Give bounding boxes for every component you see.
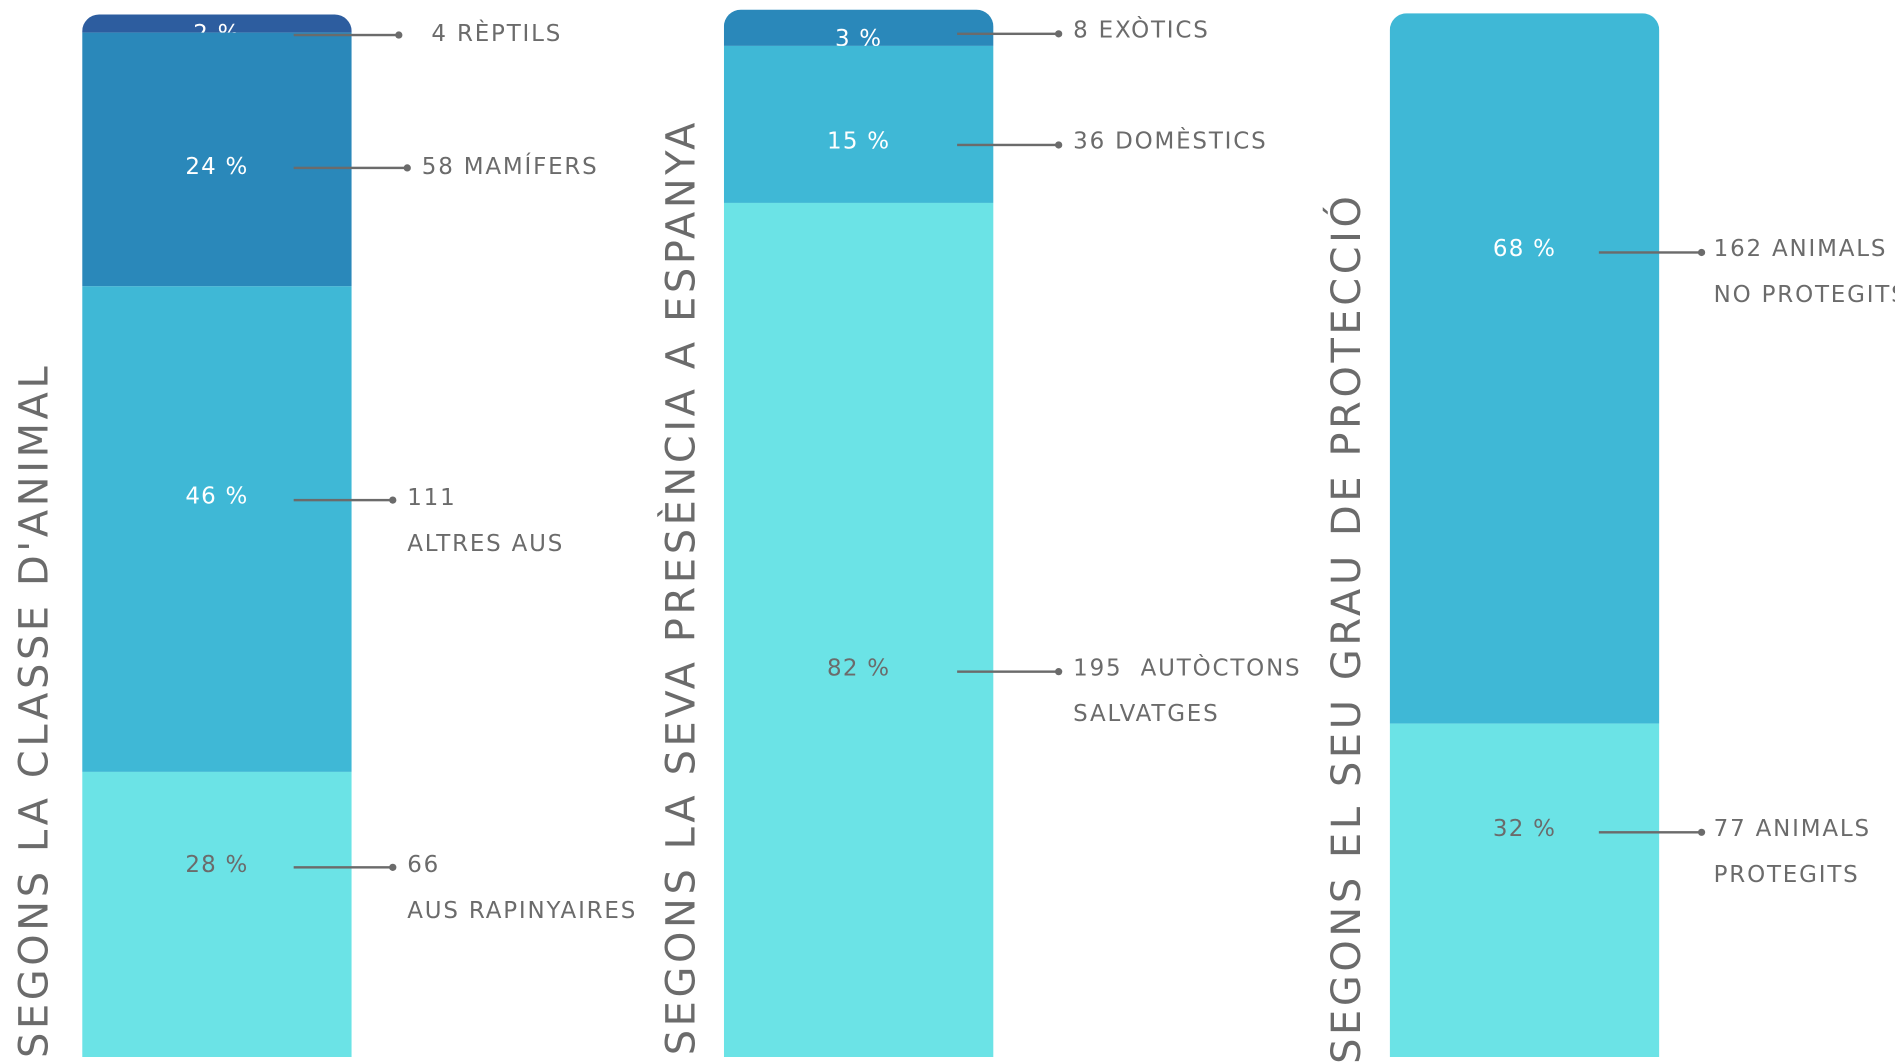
- chart-2-count-label: 195 AUTÒCTONS SALVATGES: [1073, 654, 1302, 728]
- chart-2-title: SEGONS LA SEVA PRESÈNCIA A ESPANYA: [656, 118, 704, 1056]
- chart-1-leader-line: [293, 33, 399, 36]
- chart-3-count-label: 162 ANIMALS NO PROTEGITS: [1713, 235, 1895, 309]
- chart-2-segment: [723, 45, 994, 203]
- chart-1-count-label: 66 AUS RAPINYAIRES: [407, 851, 638, 925]
- chart-3-count-label: 77 ANIMALS PROTEGITS: [1713, 815, 1871, 888]
- chart-1-leader-dot: [395, 31, 403, 39]
- chart-2-count-label: 36 DOMÈSTICS: [1073, 128, 1268, 155]
- chart-2-leader-line: [957, 32, 1059, 35]
- chart-3-leader-dot: [1697, 248, 1706, 256]
- chart-1-percent-label: 24 %: [185, 153, 249, 180]
- chart-1-segment: [82, 286, 352, 772]
- chart-1-percent-label: 46 %: [185, 483, 249, 510]
- chart-2-leader-dot: [1055, 29, 1063, 38]
- chart-3-percent-label: 32 %: [1492, 815, 1557, 842]
- chart-3-bar: 68 % 32 %: [1389, 13, 1660, 1057]
- chart-3-leader-line: [1598, 251, 1702, 254]
- chart-2-leader-line: [957, 670, 1059, 673]
- chart-2-leader-line: [957, 143, 1059, 146]
- chart-1-count-label: 58 MAMÍFERS: [421, 153, 599, 180]
- chart-1-leader-line: [293, 498, 393, 501]
- chart-1-bar: 2 %24 %46 %28 %: [82, 14, 352, 1057]
- chart-1-title: SEGONS LA CLASSE D'ANIMAL: [10, 362, 58, 1058]
- chart-1-leader-dot: [389, 863, 397, 871]
- chart-3-title: SEGONS EL SEU GRAU DE PROTECCIÓ: [1322, 192, 1370, 1064]
- chart-1-leader-dot: [403, 164, 411, 172]
- chart-2-percent-label: 15 %: [827, 128, 891, 155]
- chart-1-percent-label: 28 %: [185, 851, 249, 879]
- chart-1-segment: [82, 771, 352, 1057]
- chart-2-count-label: 8 EXÒTICS: [1073, 16, 1210, 44]
- chart-2-leader-dot: [1055, 667, 1063, 676]
- chart-3-leader-dot: [1697, 828, 1706, 836]
- chart-2-segment: [723, 9, 994, 46]
- chart-1-count-label: 111 ALTRES AUS: [407, 484, 565, 557]
- chart-1-segment: [82, 32, 352, 287]
- chart-3-leader-line: [1598, 831, 1702, 834]
- chart-1-segment: [82, 14, 352, 33]
- chart-2-segment: [723, 202, 994, 1058]
- chart-1-leader-dot: [389, 496, 397, 504]
- chart-3-segment: [1389, 723, 1660, 1057]
- chart-1-leader-line: [293, 866, 393, 869]
- chart-3-percent-label: 68 %: [1492, 235, 1557, 263]
- chart-2-bar: 3 % 15 % 82 %: [723, 9, 994, 1058]
- chart-2-leader-dot: [1055, 141, 1063, 149]
- chart-2-percent-label: 82 %: [827, 654, 891, 682]
- chart-1-count-label: 4 RÈPTILS: [431, 20, 563, 48]
- chart-1-leader-line: [293, 166, 408, 169]
- chart-3-segment: [1389, 13, 1660, 724]
